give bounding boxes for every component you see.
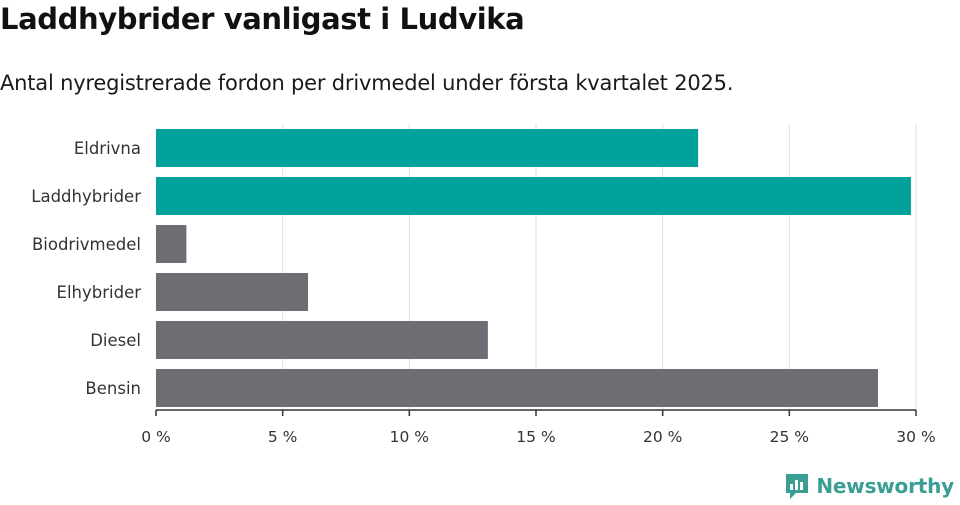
category-label: Diesel [90, 331, 141, 350]
brand-name: Newsworthy [816, 474, 954, 498]
x-tick-label: 5 % [268, 428, 298, 446]
newsworthy-logo-icon [786, 474, 809, 499]
category-label: Eldrivna [74, 139, 141, 158]
chart-title: Laddhybrider vanligast i Ludvika [0, 2, 525, 36]
x-tick-label: 10 % [390, 428, 429, 446]
category-label: Laddhybrider [31, 187, 141, 206]
bar [156, 369, 878, 407]
x-tick-label: 0 % [141, 428, 171, 446]
brand-logo: Newsworthy [784, 471, 954, 501]
bar [156, 225, 187, 263]
chart-subtitle: Antal nyregistrerade fordon per drivmede… [0, 71, 734, 95]
bar [156, 129, 699, 167]
x-tick-label: 25 % [770, 428, 809, 446]
x-tick-label: 15 % [516, 428, 555, 446]
x-tick-label: 30 % [896, 428, 935, 446]
category-label: Biodrivmedel [32, 235, 141, 254]
category-label: Bensin [85, 379, 141, 398]
bar [156, 177, 911, 215]
x-tick-label: 20 % [643, 428, 682, 446]
category-label: Elhybrider [57, 283, 142, 302]
bar [156, 321, 488, 359]
bar [156, 273, 308, 311]
